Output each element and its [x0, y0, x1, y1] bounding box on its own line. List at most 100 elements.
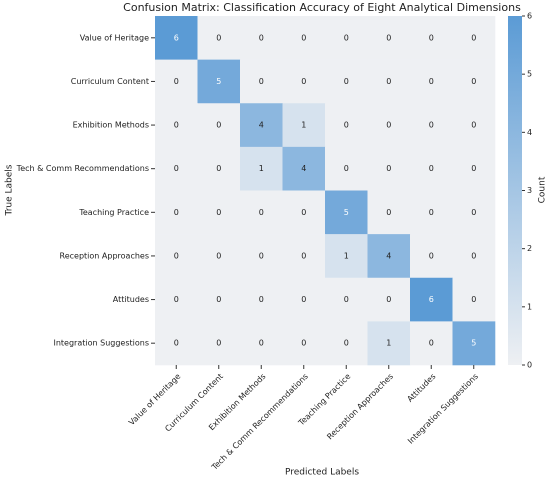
cell [240, 16, 283, 60]
cell-label: 0 [216, 251, 221, 260]
cell [240, 277, 283, 322]
cell-label: 0 [259, 208, 264, 217]
cell-label: 0 [259, 33, 264, 42]
cell [282, 146, 326, 191]
cell [282, 16, 326, 60]
cell-label: 0 [429, 77, 434, 86]
cell [452, 16, 496, 60]
cell [282, 190, 326, 235]
y-tick-label: Reception Approaches [60, 251, 149, 260]
cell-label: 0 [429, 208, 434, 217]
cell-label: 0 [301, 339, 306, 348]
cell-label: 1 [301, 121, 306, 130]
cell-label: 0 [344, 33, 349, 42]
cell-label: 0 [386, 33, 391, 42]
cell-label: 0 [429, 33, 434, 42]
y-tick-label: Attitudes [113, 295, 149, 304]
cell [410, 321, 453, 366]
cell-label: 0 [174, 77, 179, 86]
cell-label: 0 [344, 295, 349, 304]
cell [240, 321, 283, 366]
colorbar [508, 16, 522, 365]
cell [452, 146, 496, 191]
cell [410, 59, 453, 104]
cell [240, 146, 283, 191]
cell [240, 190, 283, 235]
cell-label: 0 [386, 77, 391, 86]
cell-label: 0 [301, 251, 306, 260]
cell [197, 277, 241, 322]
cell-label: 5 [471, 339, 476, 348]
cell-label: 0 [344, 77, 349, 86]
cell [197, 190, 241, 235]
cell-label: 0 [216, 339, 221, 348]
colorbar-tick-label: 6 [527, 12, 532, 21]
cell [197, 59, 241, 104]
cell [240, 103, 283, 148]
colorbar-tick-label: 4 [527, 128, 532, 137]
cell-label: 4 [259, 121, 264, 130]
cell [367, 234, 411, 279]
cell [367, 190, 411, 235]
y-tick-label: Teaching Practice [78, 208, 149, 217]
cell [197, 146, 241, 191]
colorbar-tick-label: 5 [527, 70, 532, 79]
colorbar-tick-label: 3 [527, 186, 532, 195]
y-axis-label: True Labels [5, 164, 15, 216]
cell-label: 0 [301, 33, 306, 42]
cell-label: 0 [429, 339, 434, 348]
cell [452, 59, 496, 104]
cell-label: 5 [216, 77, 221, 86]
cell-label: 0 [386, 295, 391, 304]
y-tick-label: Exhibition Methods [73, 121, 149, 130]
cell [240, 59, 283, 104]
cell-label: 0 [471, 33, 476, 42]
cell-label: 1 [344, 251, 349, 260]
cell [452, 103, 496, 148]
cell [452, 277, 496, 322]
cell [367, 59, 411, 104]
cell [410, 16, 453, 60]
cell [155, 277, 198, 322]
cell [367, 103, 411, 148]
cell-label: 1 [259, 164, 264, 173]
cell-label: 4 [386, 251, 391, 260]
cell-label: 0 [386, 164, 391, 173]
y-tick-label: Tech & Comm Recommendations [16, 164, 149, 173]
colorbar-label: Count [538, 176, 548, 203]
cell-label: 0 [216, 33, 221, 42]
cell-label: 0 [344, 164, 349, 173]
cell-label: 0 [429, 121, 434, 130]
cell-label: 0 [174, 251, 179, 260]
cell-label: 5 [344, 208, 349, 217]
cell-label: 0 [344, 121, 349, 130]
cell-label: 0 [174, 295, 179, 304]
x-tick-label: Attitudes [405, 372, 437, 404]
cell [325, 16, 368, 60]
cell-label: 0 [301, 295, 306, 304]
cell-label: 1 [386, 339, 391, 348]
x-tick-label: Tech & Comm Recommendations [209, 372, 310, 473]
cell-label: 0 [216, 208, 221, 217]
cell-label: 0 [174, 121, 179, 130]
cell-label: 0 [174, 164, 179, 173]
cell-label: 0 [259, 295, 264, 304]
cell [410, 146, 453, 191]
cell-label: 0 [259, 339, 264, 348]
cell [367, 277, 411, 322]
cell [367, 321, 411, 366]
x-axis-label: Predicted Labels [285, 468, 359, 478]
cell-label: 6 [174, 33, 179, 42]
cell-label: 6 [429, 295, 434, 304]
cell [155, 103, 198, 148]
cell [452, 234, 496, 279]
cell [282, 59, 326, 104]
cell-label: 0 [429, 164, 434, 173]
cell [155, 190, 198, 235]
cell [410, 190, 453, 235]
cell-label: 0 [471, 251, 476, 260]
cell [197, 103, 241, 148]
cell [325, 190, 368, 235]
cell [282, 277, 326, 322]
cell [240, 234, 283, 279]
